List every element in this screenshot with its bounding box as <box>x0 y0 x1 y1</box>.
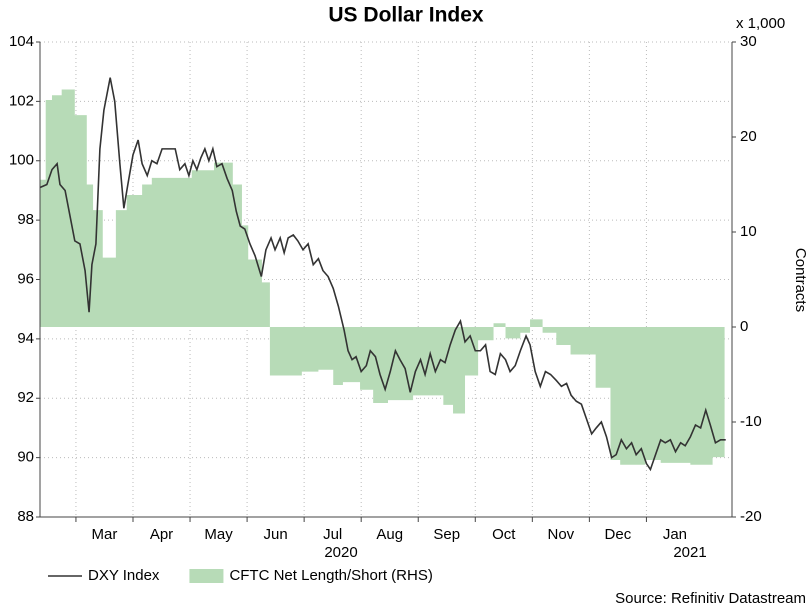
y2-tick-label: 30 <box>740 33 757 50</box>
y-tick-label: 100 <box>9 152 34 169</box>
x-tick-label: Sep <box>433 526 460 543</box>
x-tick-label: Jan <box>663 526 687 543</box>
legend: DXY Index CFTC Net Length/Short (RHS) <box>48 567 433 584</box>
y-tick-label: 88 <box>17 508 34 525</box>
chart-title: US Dollar Index <box>328 4 484 27</box>
x-tick-label: Dec <box>605 526 632 543</box>
year-label: 2021 <box>673 544 706 561</box>
legend-label: DXY Index <box>88 567 160 584</box>
y-tick-label: 90 <box>17 449 34 466</box>
y2-unit: x 1,000 <box>736 15 785 32</box>
x-tick-label: Jul <box>323 526 342 543</box>
legend-label: CFTC Net Length/Short (RHS) <box>229 567 432 584</box>
x-tick-label: Aug <box>376 526 403 543</box>
y2-tick-label: 10 <box>740 223 757 240</box>
x-tick-label: Nov <box>548 526 575 543</box>
x-tick-label: May <box>204 526 233 543</box>
y2-tick-label: 20 <box>740 128 757 145</box>
plot-area <box>39 77 726 472</box>
x-tick-label: Apr <box>150 526 173 543</box>
y2-tick-label: -10 <box>740 413 762 430</box>
y2-axis-title: Contracts <box>792 248 809 312</box>
area <box>40 89 725 465</box>
y-tick-label: 94 <box>17 330 34 347</box>
legend-swatch <box>189 569 224 583</box>
y2-tick-label: 0 <box>740 318 748 335</box>
line <box>39 77 726 472</box>
y-tick-label: 96 <box>17 270 34 287</box>
y-tick-label: 92 <box>17 389 34 406</box>
y-tick-label: 98 <box>17 211 34 228</box>
year-label: 2020 <box>324 544 357 561</box>
x-tick-label: Mar <box>92 526 118 543</box>
y2-tick-label: -20 <box>740 508 762 525</box>
y-tick-label: 104 <box>9 33 34 50</box>
source-note: Source: Refinitiv Datastream <box>615 590 806 607</box>
x-tick-label: Oct <box>492 526 516 543</box>
y-tick-label: 102 <box>9 92 34 109</box>
x-tick-label: Jun <box>264 526 288 543</box>
